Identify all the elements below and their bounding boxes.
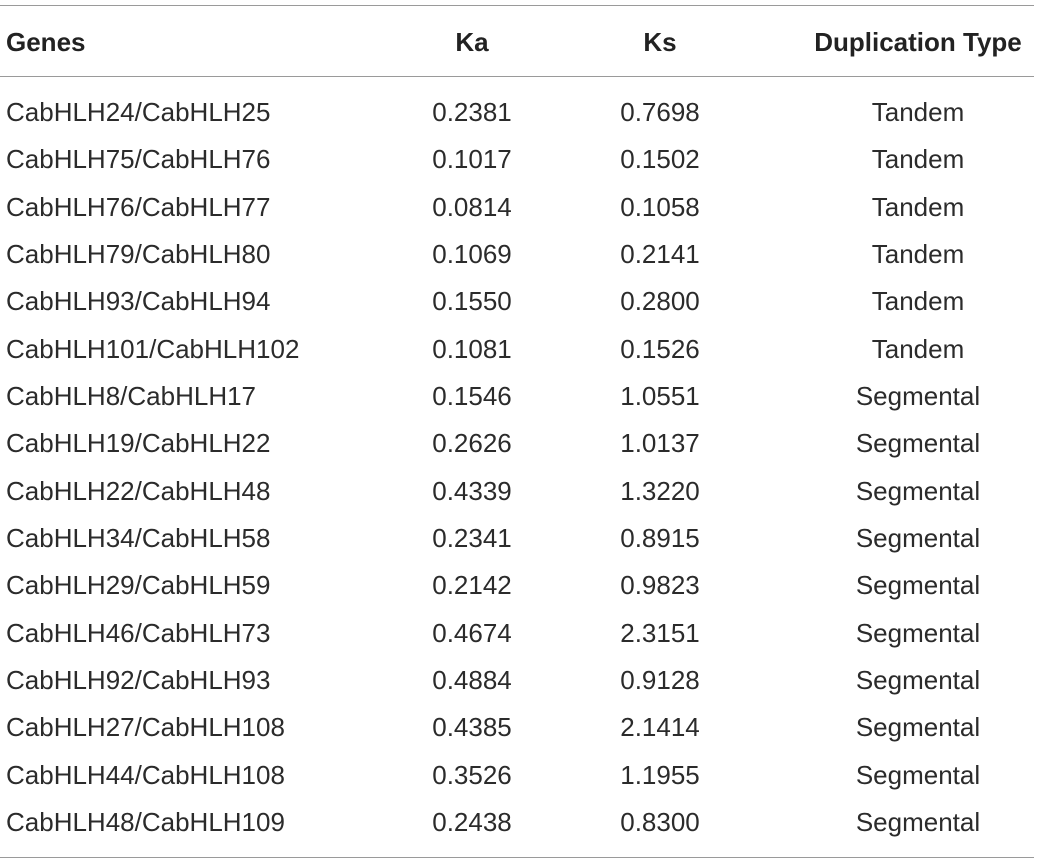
duplication-type: Segmental [855,523,981,553]
gene-pair: CabHLH46/CabHLH73 [6,617,271,648]
gene-pair: CabHLH44/CabHLH108 [6,759,285,790]
ks-value: 2.1414 [620,712,700,743]
duplication-type: Tandem [871,286,965,317]
ks-value: 1.1955 [620,759,700,790]
duplication-type: Segmental [855,617,981,648]
ka-value: 0.4339 [432,475,512,506]
ka-value: 0.4385 [432,712,512,743]
ks-value: 1.0137 [620,428,700,459]
ks-value: 0.9128 [620,665,700,695]
duplication-type: Segmental [855,712,981,743]
gene-pair: CabHLH79/CabHLH80 [6,239,271,269]
header-rule [0,76,1034,77]
ks-value: 0.7698 [620,97,700,127]
ka-value: 0.1017 [432,144,512,175]
ka-value: 0.2626 [432,428,512,459]
ks-value: 0.1058 [620,191,700,222]
ks-value: 1.3220 [620,475,700,506]
ks-value: 0.2800 [620,286,700,317]
duplication-type: Segmental [855,381,981,411]
ka-value: 0.2438 [432,807,512,837]
top-rule [0,5,1034,6]
gene-pair: CabHLH34/CabHLH58 [6,523,271,553]
gene-pair: CabHLH48/CabHLH109 [6,807,285,837]
gene-pair: CabHLH75/CabHLH76 [6,144,271,175]
header-gene-pair: Genes [6,27,86,57]
ka-value: 0.4674 [432,617,512,648]
ks-value: 0.8915 [620,523,700,553]
duplication-type: Segmental [855,570,981,601]
gene-pair: CabHLH93/CabHLH94 [6,286,271,317]
ka-value: 0.1550 [432,286,512,317]
duplication-type: Tandem [871,191,965,222]
ka-value: 0.2142 [432,570,512,601]
gene-pair: CabHLH76/CabHLH77 [6,191,271,222]
ka-value: 0.2341 [432,523,512,553]
ka-value: 0.4884 [432,665,512,695]
gene-pair: CabHLH19/CabHLH22 [6,428,271,459]
duplication-type: Segmental [855,475,981,506]
duplication-type: Segmental [855,807,981,837]
ks-value: 0.8300 [620,807,700,837]
gene-pair: CabHLH24/CabHLH25 [6,97,271,127]
ks-value: 0.9823 [620,570,700,601]
ks-value: 1.0551 [620,381,700,411]
header-ks-value: Ks [643,27,677,57]
ks-value: 2.3151 [620,617,700,648]
duplication-type: Segmental [855,759,981,790]
gene-pair: CabHLH27/CabHLH108 [6,712,285,743]
header-ka-value: Ka [455,27,489,57]
duplication-type: Tandem [871,239,965,269]
duplication-type: Tandem [871,97,965,127]
gene-pair: CabHLH101/CabHLH102 [6,333,300,364]
gene-pair: CabHLH8/CabHLH17 [6,381,257,411]
duplication-type: Segmental [855,665,981,695]
ks-value: 0.1502 [620,144,700,175]
duplication-type: Tandem [871,333,965,364]
ka-value: 0.0814 [432,191,512,222]
ka-value: 0.1081 [432,333,512,364]
ka-value: 0.1069 [432,239,512,269]
gene-pair: CabHLH22/CabHLH48 [6,475,271,506]
bottom-rule [0,857,1034,858]
ks-value: 0.1526 [620,333,700,364]
duplication-type: Tandem [871,144,965,175]
gene-pair: CabHLH29/CabHLH59 [6,570,271,601]
gene-pair: CabHLH92/CabHLH93 [6,665,271,695]
duplication-type: Segmental [855,428,981,459]
header-duplication-type: Duplication Type [814,27,1022,57]
ks-value: 0.2141 [620,239,700,269]
ka-value: 0.2381 [432,97,512,127]
ka-value: 0.3526 [432,759,512,790]
ka-value: 0.1546 [432,381,512,411]
